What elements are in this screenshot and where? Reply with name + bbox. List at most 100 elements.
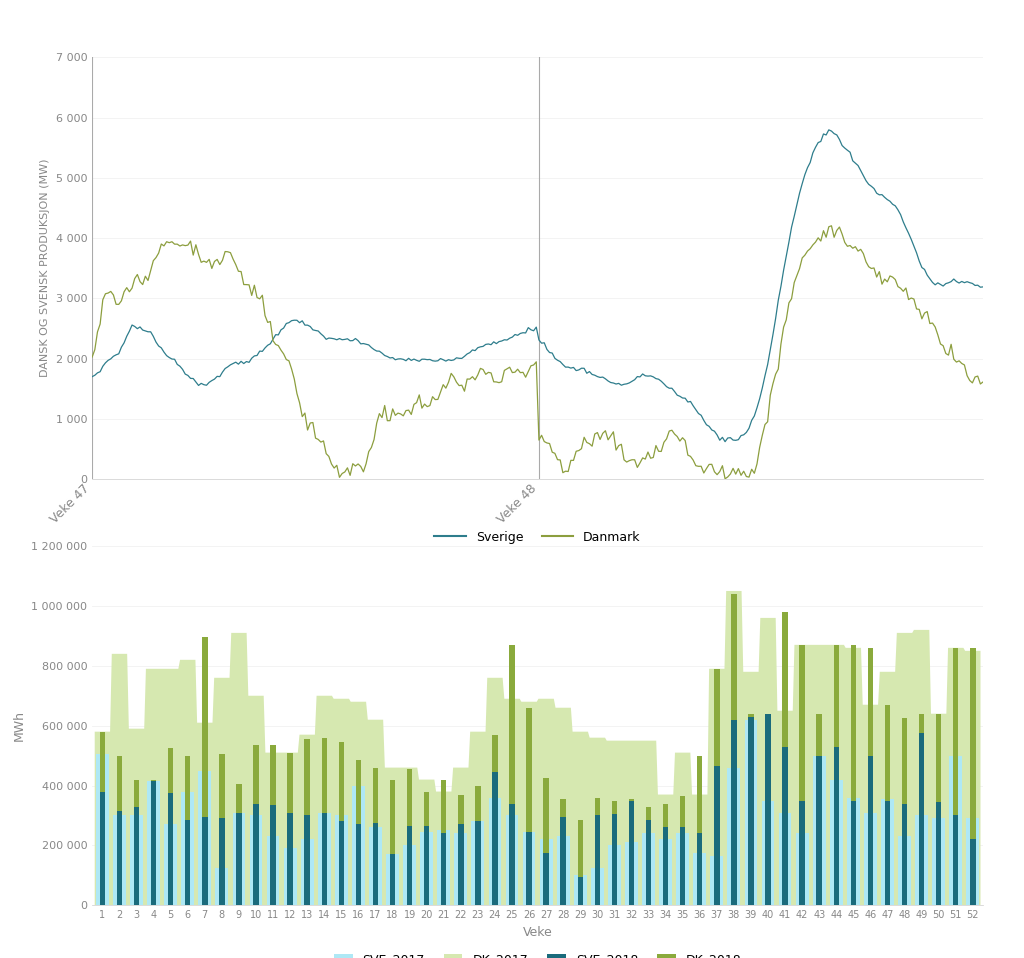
Bar [642,833,655,905]
Bar [322,812,327,905]
Bar [526,708,531,832]
Bar [898,836,911,905]
Bar [403,846,416,905]
Bar [317,812,331,905]
Bar [902,804,907,905]
Bar [800,645,805,801]
Bar [437,831,451,905]
Bar [544,778,549,853]
Bar [390,780,395,855]
Y-axis label: MWh: MWh [12,710,26,741]
Bar [919,733,925,905]
Bar [731,719,736,905]
Bar [455,833,467,905]
Bar [864,812,877,905]
Bar [932,818,945,905]
Bar [573,876,587,905]
Bar [919,714,925,733]
Bar [458,825,464,905]
Bar [557,836,569,905]
Bar [816,756,822,905]
Bar [765,714,771,905]
Legend: Sverige, Danmark: Sverige, Danmark [429,526,646,549]
Bar [424,826,429,905]
Bar [663,804,669,828]
Bar [253,804,259,905]
Bar [424,791,429,826]
Bar [355,825,361,905]
Bar [270,745,275,805]
Bar [867,756,873,905]
Bar [386,855,399,905]
Bar [270,805,275,905]
Bar [970,839,976,905]
Bar [851,801,856,905]
Bar [301,839,313,905]
Bar [885,801,890,905]
X-axis label: Veke: Veke [522,925,553,939]
Bar [625,842,638,905]
Bar [493,735,498,772]
Bar [953,815,958,905]
Bar [881,799,894,905]
Bar [237,812,242,905]
Bar [711,855,723,905]
Bar [322,738,327,812]
Bar [967,818,979,905]
Bar [420,832,433,905]
Bar [181,791,195,905]
Bar [185,756,190,820]
Bar [970,648,976,839]
Bar [147,781,160,905]
Bar [953,648,958,815]
Bar [680,828,685,905]
Bar [202,817,208,905]
Bar [407,769,413,826]
Bar [373,823,378,905]
Bar [629,799,634,801]
Bar [578,877,583,905]
Bar [471,822,484,905]
Bar [99,732,105,791]
Bar [390,855,395,905]
Bar [407,826,413,905]
Y-axis label: DANSK OG SVENSK PRODUKSJON (MW): DANSK OG SVENSK PRODUKSJON (MW) [40,159,50,377]
Bar [744,719,758,905]
Bar [151,780,157,781]
Bar [578,820,583,877]
Bar [796,833,809,905]
Bar [219,818,224,905]
Bar [697,756,702,833]
Bar [847,797,860,905]
Bar [339,742,344,822]
Bar [595,797,600,815]
Bar [117,756,122,811]
Bar [475,786,480,822]
Bar [506,815,518,905]
Bar [526,832,531,905]
Polygon shape [94,591,981,905]
Bar [697,833,702,905]
Bar [646,807,651,820]
Bar [335,815,348,905]
Bar [232,812,246,905]
Bar [130,815,143,905]
Bar [595,815,600,905]
Bar [355,760,361,825]
Legend: SVE_2017, DK_2017, SVE_2018, DK_2018: SVE_2017, DK_2017, SVE_2018, DK_2018 [329,947,746,958]
Bar [714,766,720,905]
Bar [902,718,907,804]
Bar [493,772,498,905]
Bar [829,780,843,905]
Bar [727,767,740,905]
Bar [488,797,502,905]
Bar [304,740,310,815]
Bar [629,801,634,905]
Bar [608,846,621,905]
Bar [560,799,566,817]
Bar [915,815,928,905]
Bar [560,817,566,905]
Bar [782,746,787,905]
Bar [134,807,139,905]
Bar [936,714,941,802]
